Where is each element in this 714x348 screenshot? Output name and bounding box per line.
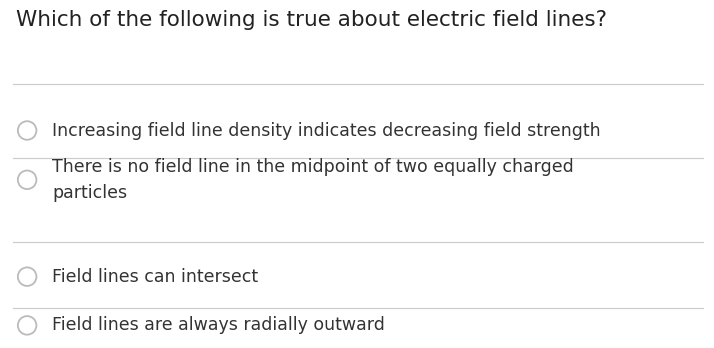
Text: Field lines can intersect: Field lines can intersect — [52, 268, 258, 286]
Text: Field lines are always radially outward: Field lines are always radially outward — [52, 316, 385, 334]
Text: Which of the following is true about electric field lines?: Which of the following is true about ele… — [16, 10, 607, 30]
Text: There is no field line in the midpoint of two equally charged
particles: There is no field line in the midpoint o… — [52, 158, 574, 201]
Text: Increasing field line density indicates decreasing field strength: Increasing field line density indicates … — [52, 121, 600, 140]
